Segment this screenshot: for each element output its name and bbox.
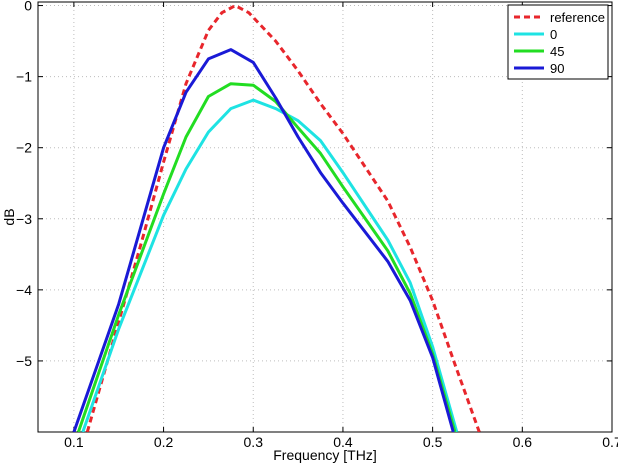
legend-label: 45 [550,44,564,59]
x-tick-label: 0.4 [333,434,353,450]
y-axis-label: dB [1,208,17,225]
plot-area [37,1,613,433]
x-tick-label: 0.5 [423,434,443,450]
axes: 0.1 0.2 0.3 0.4 0.5 0.6 0.7 0 −1 −2 −3 −4 −5 [16,0,618,450]
x-tick-label: 0.7 [602,434,618,450]
x-tick-label: 0.3 [244,434,264,450]
series-line-reference [85,4,481,432]
y-tick-label: −4 [16,282,32,298]
series-line-45 [76,82,457,432]
x-tick-label: 0.6 [513,434,533,450]
series-line-0 [81,98,459,432]
y-tick-label: −3 [16,211,32,227]
series-lines [72,4,481,432]
legend-label: 90 [550,61,564,76]
legend-label: reference [550,10,605,25]
x-axis-label: Frequency [THz] [273,447,376,463]
y-tick-label: 0 [24,0,32,14]
y-tick-label: −5 [16,353,32,369]
x-tick-label: 0.2 [154,434,174,450]
series-line-90 [72,48,455,432]
legend: reference 0 45 90 [507,4,609,80]
legend-label: 0 [550,27,557,42]
y-tick-label: −1 [16,69,32,85]
x-tick-label: 0.1 [64,434,84,450]
y-tick-label: −2 [16,140,32,156]
